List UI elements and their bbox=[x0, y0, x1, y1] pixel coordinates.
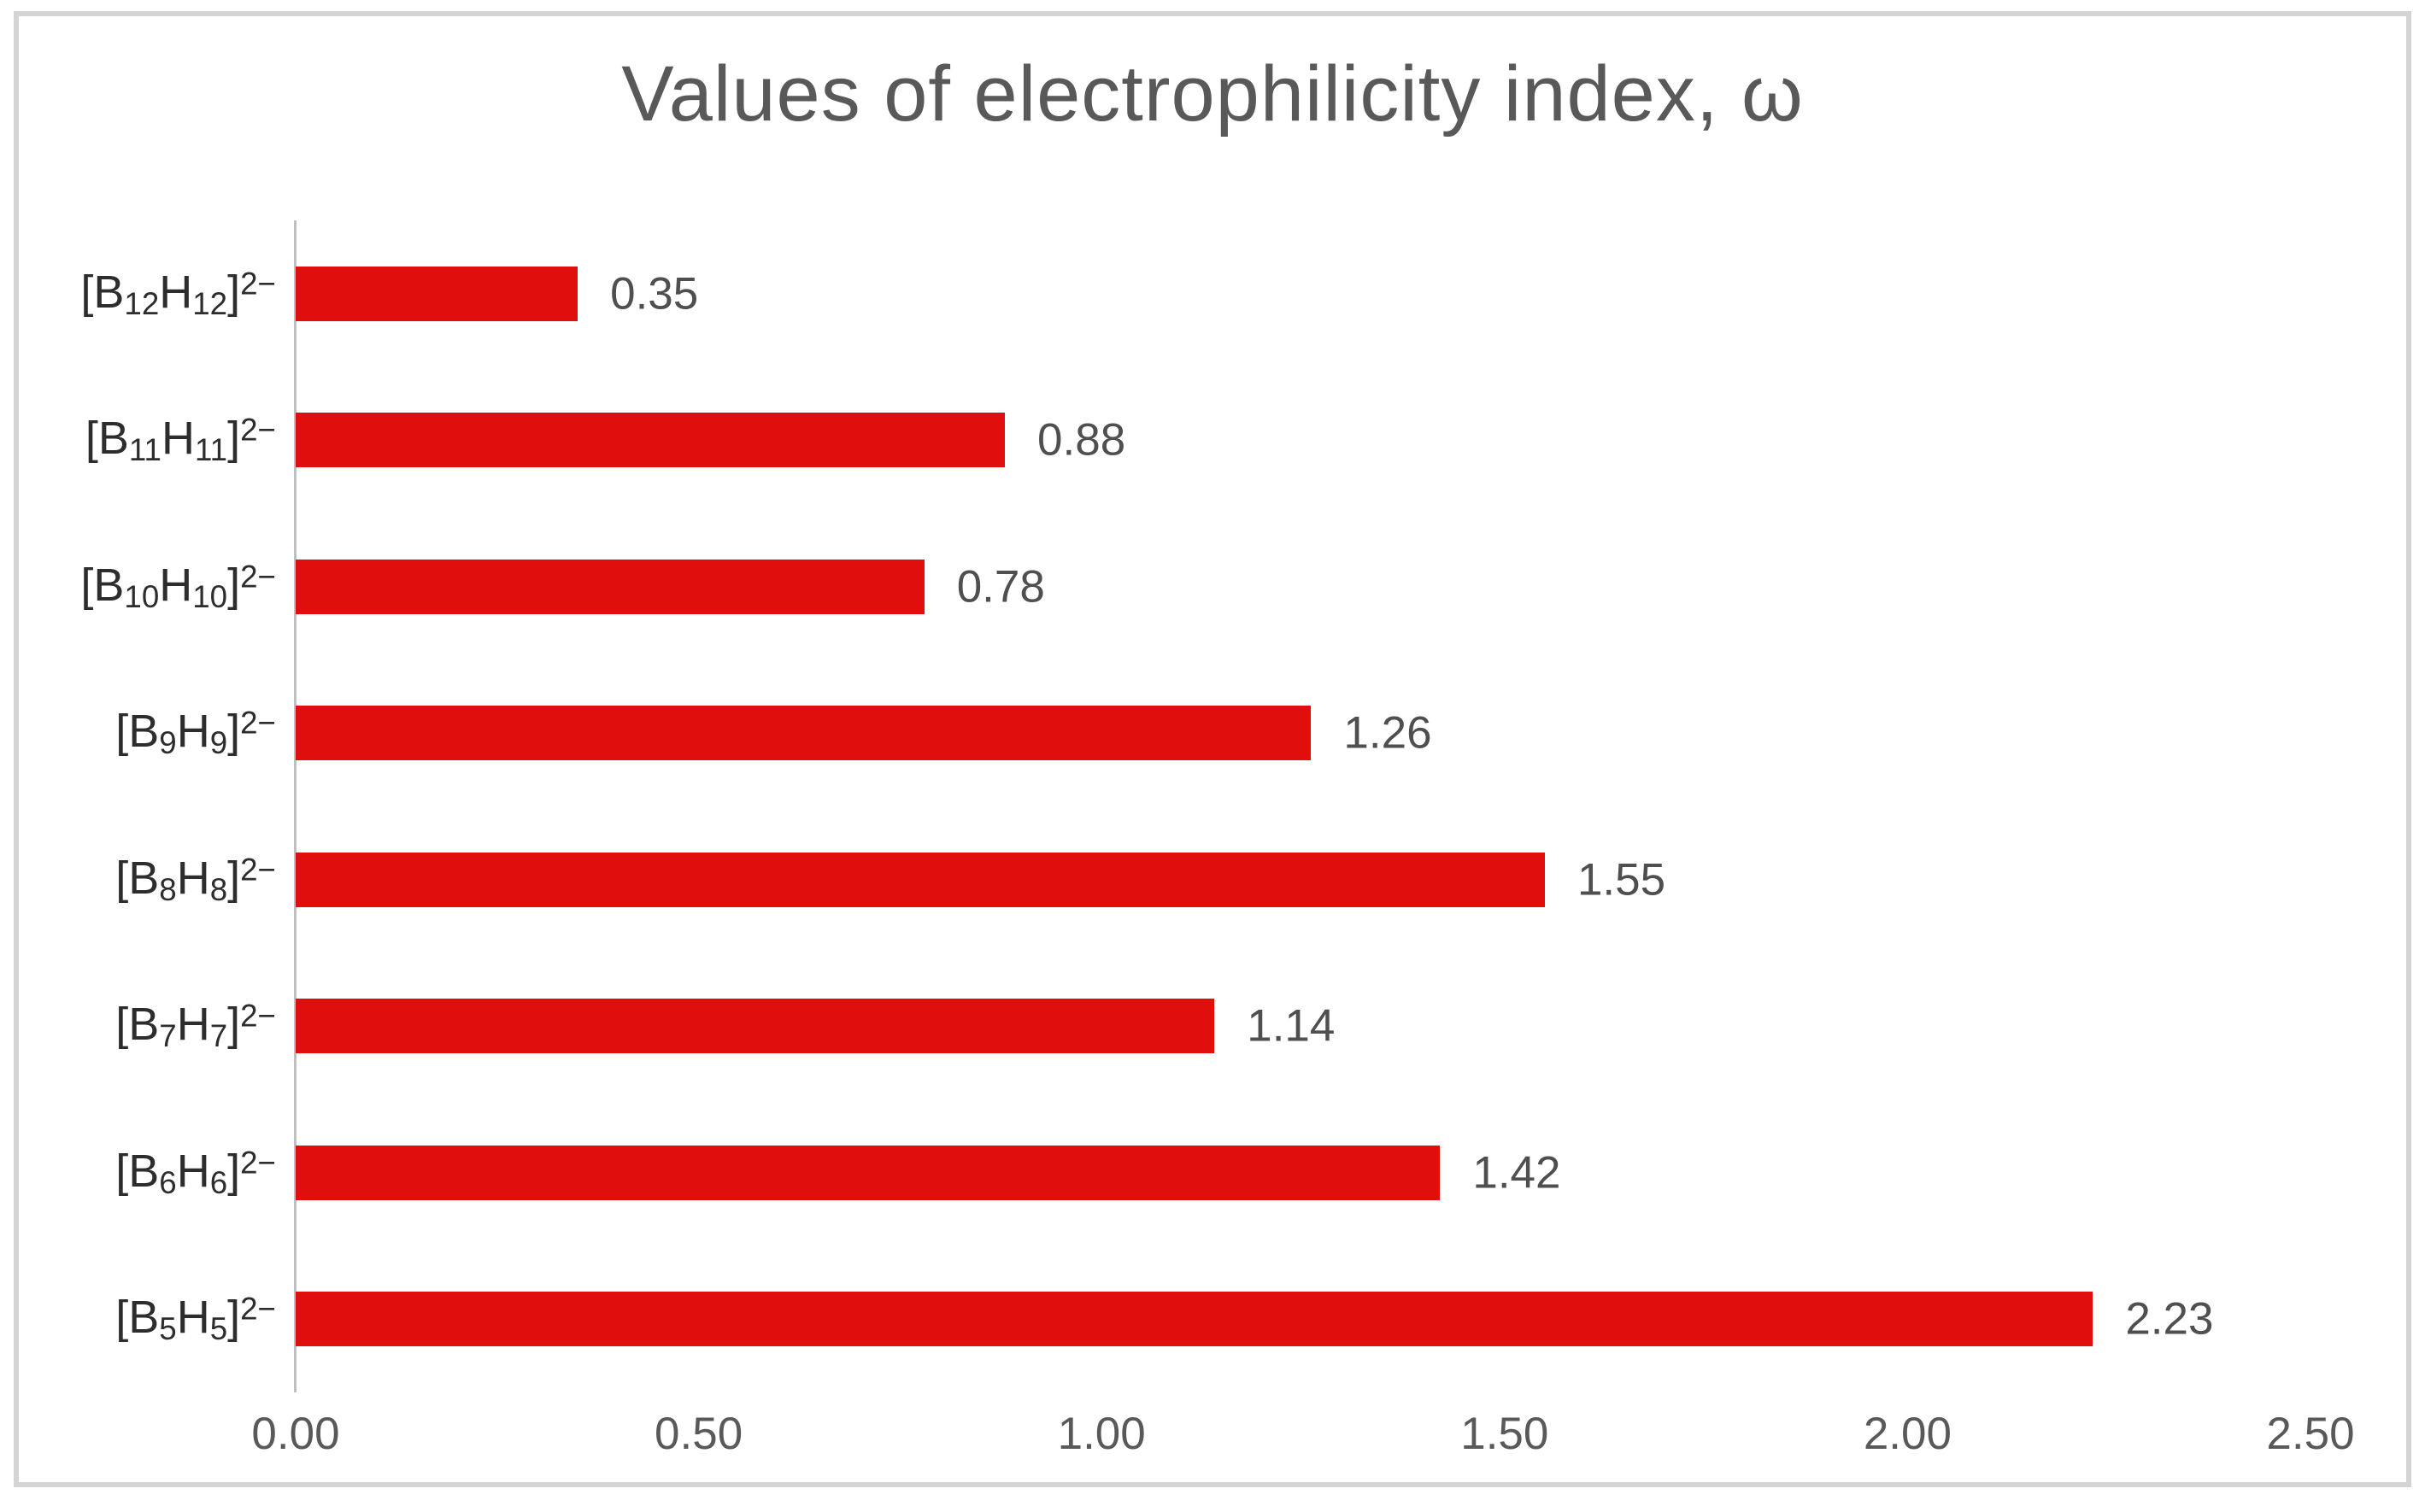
bar-row: [B6H6]2− 1.42 bbox=[115, 1099, 2311, 1246]
x-tick-label: 0.00 bbox=[251, 1409, 340, 1459]
value-label: 0.35 bbox=[610, 268, 699, 319]
value-label: 1.42 bbox=[1472, 1147, 1561, 1198]
x-tick-label: 2.00 bbox=[1863, 1409, 1952, 1459]
category-label: [B8H8]2− bbox=[115, 852, 276, 907]
value-label: 0.88 bbox=[1037, 414, 1126, 466]
bar-row: [B9H9]2− 1.26 bbox=[115, 660, 2311, 807]
plot-area: [B12H12]2− 0.35 [B11H11]2− 0.88 [B10H10]2− 0.… bbox=[80, 220, 2311, 1393]
bar bbox=[296, 999, 1215, 1054]
bar bbox=[296, 413, 1006, 468]
bar bbox=[296, 1292, 2093, 1347]
bar-rows: [B12H12]2− 0.35 [B11H11]2− 0.88 [B10H10]2− 0.… bbox=[80, 220, 2311, 1393]
category-label: [B6H6]2− bbox=[115, 1145, 276, 1200]
category-label: [B11H11]2− bbox=[85, 412, 276, 468]
chart-title: Values of electrophilicity index, ω bbox=[621, 50, 1804, 138]
category-label: [B9H9]2− bbox=[115, 705, 276, 761]
bar-row: [B10H10]2− 0.78 bbox=[80, 513, 2311, 660]
value-label: 1.14 bbox=[1247, 1000, 1336, 1052]
bar bbox=[296, 559, 925, 614]
x-axis-labels: 0.00 0.50 1.00 1.50 2.00 2.50 bbox=[251, 1408, 2354, 1468]
category-label: [B5H5]2− bbox=[115, 1291, 276, 1347]
category-label: [B12H12]2− bbox=[80, 266, 276, 321]
category-label: [B10H10]2− bbox=[80, 559, 276, 614]
bar-row: [B11H11]2− 0.88 bbox=[85, 367, 2311, 514]
bar-row: [B7H7]2− 1.14 bbox=[115, 953, 2311, 1100]
category-label: [B7H7]2− bbox=[115, 998, 276, 1054]
bar bbox=[296, 852, 1545, 907]
bar bbox=[296, 1145, 1441, 1200]
bar-row: [B8H8]2− 1.55 bbox=[115, 806, 2311, 953]
value-label: 2.23 bbox=[2125, 1293, 2214, 1345]
x-tick-label: 0.50 bbox=[655, 1409, 743, 1459]
value-label: 1.26 bbox=[1343, 707, 1432, 759]
bar bbox=[296, 706, 1312, 761]
x-tick-label: 2.50 bbox=[2266, 1409, 2355, 1459]
bar-row: [B12H12]2− 0.35 bbox=[80, 220, 2311, 367]
bar bbox=[296, 266, 578, 321]
value-label: 0.78 bbox=[956, 561, 1045, 612]
x-tick-label: 1.50 bbox=[1460, 1409, 1549, 1459]
value-label: 1.55 bbox=[1577, 854, 1666, 905]
bar-row: [B5H5]2− 2.23 bbox=[115, 1246, 2311, 1393]
y-axis-line bbox=[294, 220, 297, 1392]
x-tick-label: 1.00 bbox=[1057, 1409, 1146, 1459]
